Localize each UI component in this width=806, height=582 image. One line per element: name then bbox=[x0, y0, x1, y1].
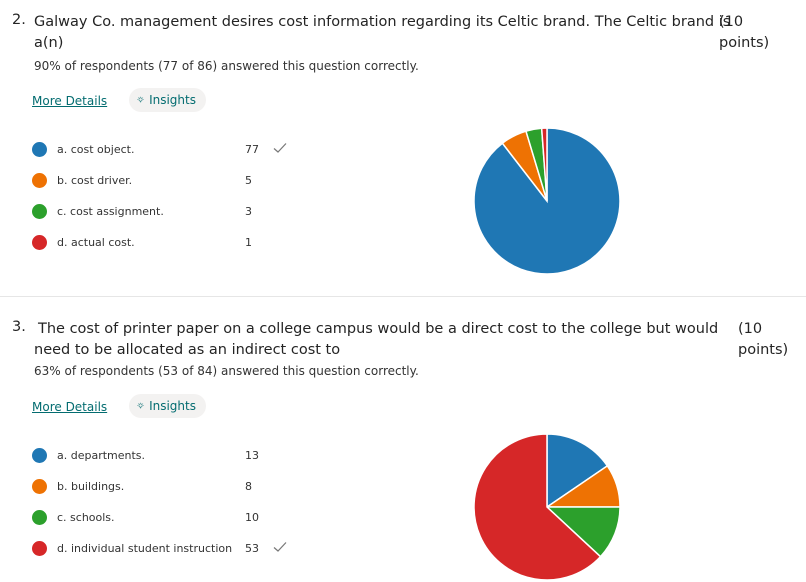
points-line: (10 bbox=[719, 14, 744, 30]
insights-button[interactable]: Insights bbox=[129, 394, 206, 418]
option-row: d. actual cost. 1 bbox=[32, 234, 332, 250]
option-label: c. schools. bbox=[57, 511, 115, 524]
lightbulb-icon bbox=[137, 96, 144, 103]
option-row: a. departments. 13 bbox=[32, 447, 332, 463]
pie-slice[interactable] bbox=[540, 127, 548, 202]
legend-dot bbox=[32, 448, 47, 463]
option-count: 77 bbox=[245, 143, 259, 156]
option-label: d. individual student instruction bbox=[57, 542, 233, 555]
option-count: 10 bbox=[245, 511, 259, 524]
question-text-line: The cost of printer paper on a college c… bbox=[38, 321, 719, 337]
legend-dot bbox=[32, 142, 47, 157]
points-line: points) bbox=[738, 342, 789, 358]
option-row: b. cost driver. 5 bbox=[32, 172, 332, 188]
question-text: Galway Co. management desires cost infor… bbox=[34, 12, 730, 54]
pie-chart bbox=[473, 433, 621, 581]
option-count: 1 bbox=[245, 236, 252, 249]
legend-dot bbox=[32, 204, 47, 219]
response-stats: 63% of respondents (53 of 84) answered t… bbox=[34, 364, 419, 378]
legend-dot bbox=[32, 235, 47, 250]
question-text-line: need to be allocated as an indirect cost… bbox=[34, 342, 341, 358]
insights-label: Insights bbox=[149, 93, 196, 107]
more-details-link[interactable]: More Details bbox=[32, 94, 108, 108]
more-details-link[interactable]: More Details bbox=[32, 400, 108, 414]
checkmark-icon bbox=[273, 143, 287, 153]
option-count: 53 bbox=[245, 542, 259, 555]
option-count: 8 bbox=[245, 480, 252, 493]
pie-chart bbox=[473, 127, 621, 275]
lightbulb-icon bbox=[137, 402, 144, 409]
question-text: The cost of printer paper on a college c… bbox=[34, 319, 719, 361]
option-row: c. schools. 10 bbox=[32, 509, 332, 525]
option-row: b. buildings. 8 bbox=[32, 478, 332, 494]
insights-button[interactable]: Insights bbox=[129, 88, 206, 112]
question-number: 2. bbox=[12, 12, 26, 28]
divider bbox=[0, 296, 806, 297]
question-number: 3. bbox=[12, 319, 26, 335]
question-points: (10 points) bbox=[719, 12, 769, 54]
option-label: a. departments. bbox=[57, 449, 146, 462]
points-line: (10 bbox=[738, 321, 763, 337]
option-row: d. individual student instruction 53 bbox=[32, 540, 332, 556]
insights-label: Insights bbox=[149, 399, 196, 413]
option-count: 5 bbox=[245, 174, 252, 187]
pie-slice[interactable] bbox=[546, 433, 609, 509]
option-row: c. cost assignment. 3 bbox=[32, 203, 332, 219]
response-stats: 90% of respondents (77 of 86) answered t… bbox=[34, 59, 419, 73]
legend-dot bbox=[32, 479, 47, 494]
option-row: a. cost object. 77 bbox=[32, 141, 332, 157]
legend-dot bbox=[32, 510, 47, 525]
checkmark-icon bbox=[273, 542, 287, 552]
option-count: 3 bbox=[245, 205, 252, 218]
option-label: a. cost object. bbox=[57, 143, 135, 156]
legend-dot bbox=[32, 541, 47, 556]
legend-dot bbox=[32, 173, 47, 188]
points-line: points) bbox=[719, 35, 770, 51]
option-count: 13 bbox=[245, 449, 259, 462]
question-text-line: Galway Co. management desires cost infor… bbox=[34, 14, 731, 30]
option-label: b. cost driver. bbox=[57, 174, 133, 187]
question-text-line: a(n) bbox=[34, 35, 64, 51]
option-label: b. buildings. bbox=[57, 480, 125, 493]
option-label: c. cost assignment. bbox=[57, 205, 164, 218]
question-points: (10 points) bbox=[738, 319, 788, 361]
option-label: d. actual cost. bbox=[57, 236, 135, 249]
